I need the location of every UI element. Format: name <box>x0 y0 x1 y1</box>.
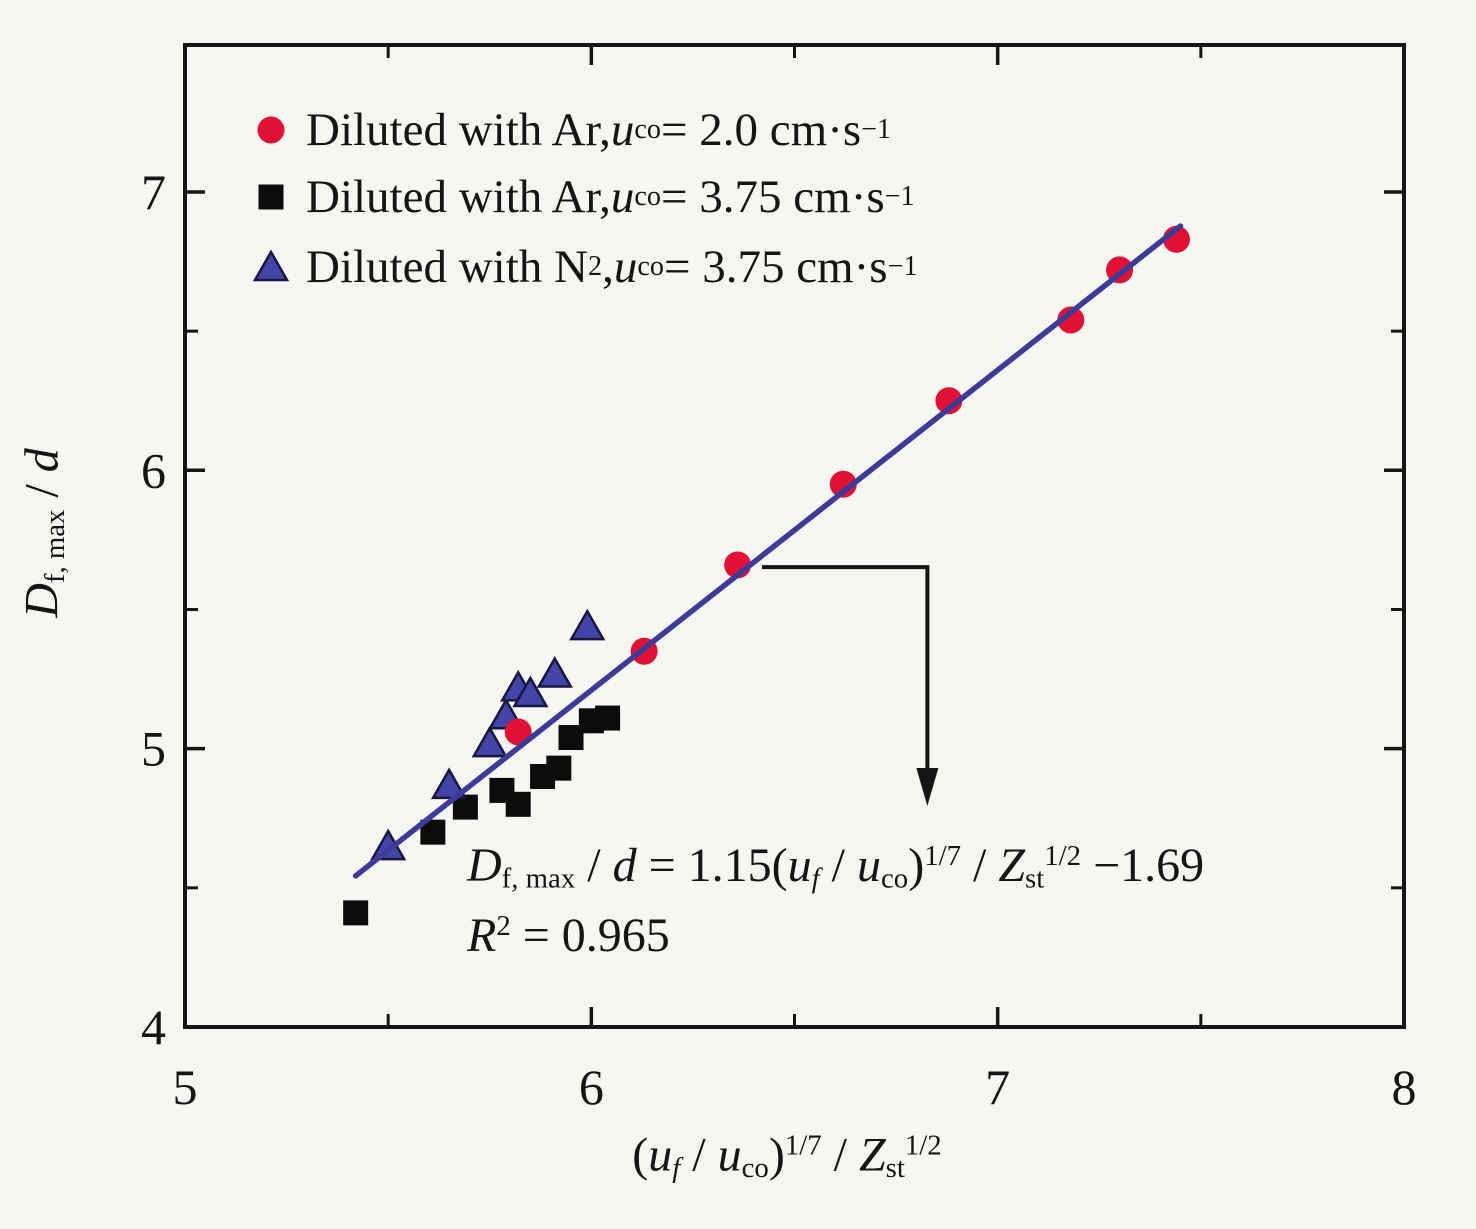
data-point-circle-0 <box>504 718 532 746</box>
x-tick-label: 7 <box>985 1059 1010 1115</box>
x-tick-label: 8 <box>1392 1059 1417 1115</box>
data-point-triangle-1 <box>430 767 468 800</box>
data-point-circle-5 <box>1057 306 1085 334</box>
text-segment: −1.69 <box>1081 839 1205 892</box>
r-squared-line: R2 = 0.965 <box>467 901 1204 971</box>
text-segment: co <box>741 1151 769 1184</box>
data-point-square-9 <box>595 705 621 731</box>
x-axis-label: (uf / uco)1/7 / Zst1/2 <box>632 1128 941 1183</box>
text-segment: u <box>610 104 635 156</box>
text-segment: u <box>717 1128 742 1182</box>
text-segment: Diluted with Ar, <box>306 171 611 223</box>
text-segment: / <box>819 839 858 892</box>
text-segment: / <box>961 839 999 892</box>
text-segment: = 3.75 cm·s <box>663 241 888 293</box>
text-segment: ) <box>768 1128 785 1182</box>
y-tick-label: 5 <box>141 721 166 777</box>
text-segment: D <box>15 583 69 618</box>
fit-line <box>352 223 1184 879</box>
data-point-circle-3 <box>829 470 857 498</box>
text-segment: f, max <box>501 862 576 895</box>
text-segment: u <box>613 241 638 293</box>
text-segment: / <box>575 839 613 892</box>
data-point-square-0 <box>343 900 369 926</box>
text-segment: / <box>821 1128 859 1182</box>
text-segment: 1/7 <box>924 840 961 873</box>
text-segment: = 1.15( <box>636 839 788 892</box>
data-point-circle-4 <box>935 387 963 415</box>
data-point-triangle-5 <box>512 675 549 708</box>
data-point-triangle-2 <box>471 725 508 758</box>
x-tick-label: 6 <box>579 1059 604 1115</box>
text-segment: = 0.965 <box>510 909 670 962</box>
fit-equation-line: Df, max / d = 1.15(uf / uco)1/7 / Zst1/2… <box>467 831 1204 901</box>
text-segment: Z <box>998 839 1026 892</box>
y-tick-label: 4 <box>141 999 166 1055</box>
legend-marker-circle <box>257 116 285 144</box>
x-tick-label: 5 <box>173 1059 198 1115</box>
text-segment: 1/7 <box>784 1129 822 1162</box>
text-segment: d <box>612 839 637 892</box>
text-segment: , <box>602 241 614 293</box>
text-segment: u <box>648 1128 673 1182</box>
data-point-square-4 <box>505 791 531 817</box>
text-segment: u <box>857 839 882 892</box>
text-segment: Diluted with Ar, <box>306 104 611 156</box>
text-segment: Diluted with N <box>306 241 588 293</box>
text-segment: f <box>811 862 820 895</box>
text-segment: / <box>15 472 69 510</box>
text-segment: 1/2 <box>1044 840 1082 873</box>
text-segment: f, max <box>38 509 71 584</box>
text-segment: u <box>787 839 812 892</box>
annotation-arrow-line <box>761 565 930 772</box>
text-segment: d <box>15 448 69 473</box>
data-point-square-6 <box>546 755 572 781</box>
text-segment: Z <box>858 1128 886 1182</box>
y-tick-label: 7 <box>141 164 166 220</box>
data-point-triangle-0 <box>370 828 407 861</box>
plot-border <box>183 43 1406 1029</box>
legend-marker-triangle <box>252 249 290 282</box>
text-segment: ) <box>908 839 925 892</box>
text-segment: st <box>1025 862 1045 895</box>
text-segment: ( <box>632 1128 649 1182</box>
text-segment: 2 <box>496 910 511 943</box>
annotation-arrow-head <box>916 767 939 806</box>
text-segment: 1/2 <box>904 1129 942 1162</box>
y-axis-label: Df, max / d <box>15 448 71 618</box>
text-segment: co <box>881 862 909 895</box>
text-segment: = 3.75 cm·s <box>661 171 885 223</box>
text-segment: / <box>680 1128 718 1182</box>
text-segment: D <box>467 839 502 892</box>
data-point-triangle-6 <box>536 655 573 688</box>
legend-marker-square <box>258 184 284 210</box>
text-segment: R <box>467 909 497 962</box>
data-point-triangle-7 <box>569 608 606 641</box>
text-segment: u <box>610 171 635 223</box>
legend-item-ar-3.75: Diluted with Ar, u co = 3.75 cm·s −1 <box>306 171 915 223</box>
fit-equation-annotation: Df, max / d = 1.15(uf / uco)1/7 / Zst1/2… <box>467 831 1204 971</box>
text-segment: f <box>672 1151 681 1184</box>
legend-item-ar-2.0: Diluted with Ar, u co = 2.0 cm·s −1 <box>306 104 892 156</box>
text-segment: st <box>885 1151 905 1184</box>
y-tick-label: 6 <box>141 442 166 498</box>
text-segment: = 2.0 cm·s <box>661 104 862 156</box>
